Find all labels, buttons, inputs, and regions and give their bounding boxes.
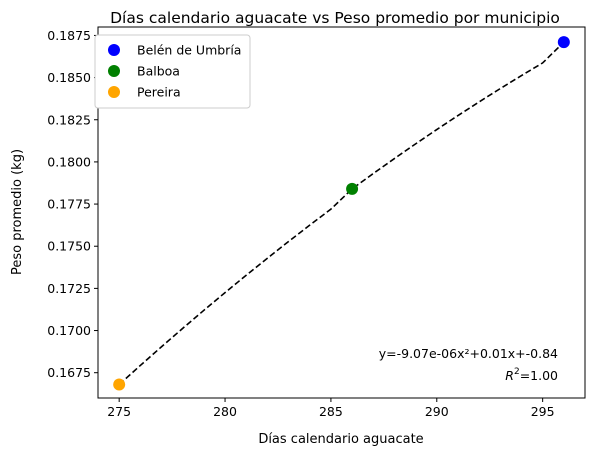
legend-label: Pereira xyxy=(137,85,181,100)
r-squared-symbol: R xyxy=(505,368,514,383)
legend-label: Belén de Umbría xyxy=(137,43,241,58)
y-tick-label: 0.1675 xyxy=(47,365,91,380)
x-tick-label: 295 xyxy=(531,404,555,419)
y-tick-label: 0.1825 xyxy=(47,112,91,127)
y-tick-label: 0.1700 xyxy=(47,323,91,338)
y-tick-label: 0.1850 xyxy=(47,70,91,85)
x-tick-label: 290 xyxy=(425,404,449,419)
trendline xyxy=(118,41,565,386)
y-tick-label: 0.1775 xyxy=(47,197,91,212)
data-point xyxy=(346,182,359,195)
x-axis-label: Días calendario aguacate xyxy=(258,432,423,447)
y-tick-label: 0.1725 xyxy=(47,281,91,296)
r-squared-superscript: 2 xyxy=(514,367,520,377)
x-tick-label: 275 xyxy=(107,404,131,419)
y-axis: 0.1675 0.1700 0.1725 0.1750 0.1775 0.1800 0.18… xyxy=(47,28,98,380)
data-points xyxy=(113,36,570,391)
r-squared-annotation: R2=1.00 xyxy=(505,367,558,383)
plot-frame xyxy=(97,26,586,399)
legend-marker xyxy=(108,65,120,77)
legend-marker xyxy=(108,86,120,98)
y-tick-label: 0.1875 xyxy=(47,28,91,43)
chart-title: Días calendario aguacate vs Peso promedi… xyxy=(110,9,560,27)
x-tick-label: 285 xyxy=(319,404,343,419)
legend: Belén de Umbría Balboa Pereira xyxy=(94,34,251,109)
r-squared-value: =1.00 xyxy=(520,368,558,383)
data-point xyxy=(557,36,570,49)
y-axis-label: Peso promedio (kg) xyxy=(10,149,25,275)
x-axis: 275 280 285 290 295 xyxy=(107,398,555,419)
legend-box xyxy=(94,34,251,109)
regression-equation: y=-9.07e-06x²+0.01x+-0.84 xyxy=(379,346,558,361)
legend-label: Balboa xyxy=(137,64,180,79)
y-tick-label: 0.1750 xyxy=(47,239,91,254)
y-tick-label: 0.1800 xyxy=(47,154,91,169)
legend-marker xyxy=(108,44,120,56)
data-point xyxy=(113,378,126,391)
x-tick-label: 280 xyxy=(213,404,237,419)
